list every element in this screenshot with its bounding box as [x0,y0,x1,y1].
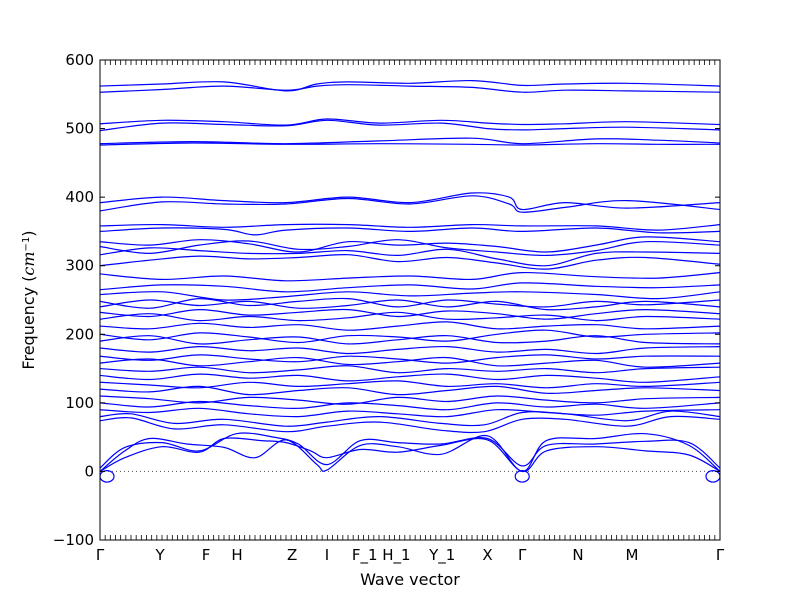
branch-line-20 [100,311,720,322]
branch-line-21 [100,321,720,331]
branch-line-36 [100,432,720,469]
imaginary-dip-2 [705,470,720,483]
branch-line-27 [100,365,720,374]
branch-line-26 [100,356,720,368]
branch-line-32 [100,400,720,411]
branch-line-1 [100,84,720,93]
imaginary-dip-1 [514,470,530,483]
branch-line-15 [100,282,720,293]
branch-line-37 [100,432,720,473]
imaginary-dip-0 [100,470,115,483]
x-tick-label-8: Y_1 [428,546,455,565]
branch-line-22 [100,329,720,344]
branch-line-29 [100,380,720,389]
y-axis-title-exponent: −1 [21,237,32,252]
branch-line-18 [100,299,720,311]
x-tick-label-11: N [572,546,583,564]
branch-line-4 [100,137,720,145]
branch-line-10 [100,236,720,253]
branch-line-34 [100,410,720,427]
x-tick-label-4: Z [287,546,297,564]
x-tick-label-1: Y [155,546,166,564]
y-tick-label-5: 400 [65,188,94,206]
branch-line-25 [100,354,720,364]
x-axis-title: Wave vector [360,570,460,589]
x-tick-label-9: X [482,546,492,564]
branch-line-0 [100,79,720,92]
branch-line-30 [100,385,720,396]
x-tick-label-3: H [231,546,242,564]
x-tick-label-13: Γ [716,546,725,564]
branch-line-23 [100,335,720,345]
branch-line-7 [100,195,720,213]
y-axis-ticks: −100 0 100 200 300 400 500 600 [53,51,720,549]
branch-line-3 [100,119,720,132]
y-tick-label-7: 600 [65,51,94,69]
x-tick-label-7: H_1 [382,546,410,565]
x-tick-label-10: Γ [518,546,527,564]
branch-line-31 [100,395,720,405]
y-axis-title-prefix: Frequency ( [19,276,38,370]
y-tick-label-3: 200 [65,325,94,343]
branch-line-13 [100,254,720,270]
y-tick-label-4: 300 [65,257,94,275]
branch-line-35 [100,415,720,434]
branch-line-38 [100,437,720,473]
y-axis-title-unit: cm [19,251,38,275]
branch-line-11 [100,239,720,257]
x-axis-ticks: Γ Y F H Z I F_1 H_1 Y_1 X Γ N M Γ [96,60,725,565]
x-tick-label-12: M [625,546,638,564]
branch-line-6 [100,192,720,211]
branch-line-33 [100,407,720,418]
x-tick-label-6: F_1 [352,546,378,565]
y-tick-label-1: 0 [84,462,94,480]
branch-line-12 [100,247,720,267]
y-tick-label-2: 100 [65,394,94,412]
branch-line-5 [100,142,720,146]
y-axis-title: Frequency (cm−1) [19,230,38,369]
branch-line-9 [100,227,720,236]
branch-line-28 [100,373,720,383]
y-tick-label-0: −100 [53,531,94,549]
branch-line-16 [100,291,720,301]
branch-line-19 [100,308,720,320]
y-tick-label-6: 500 [65,120,94,138]
branch-line-8 [100,223,720,231]
branch-line-17 [100,297,720,309]
branch-line-2 [100,118,720,126]
phonon-branches [100,79,720,483]
y-axis-title-suffix: ) [19,230,38,236]
x-tick-label-2: F [202,546,211,564]
x-tick-label-0: Γ [96,546,105,564]
branch-line-24 [100,345,720,355]
branch-line-14 [100,271,720,282]
x-tick-label-5: I [325,546,329,564]
